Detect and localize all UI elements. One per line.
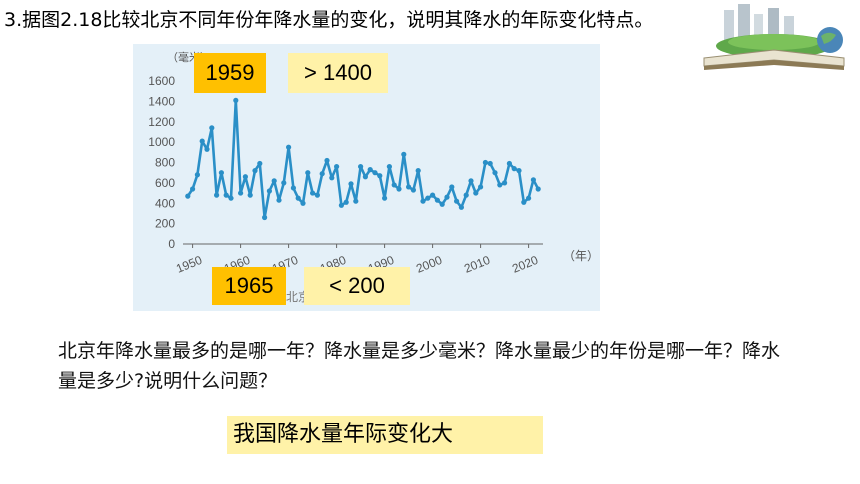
data-point [348,181,354,187]
y-tick-label: 1200 [148,115,175,129]
data-point [338,202,344,208]
data-point [386,163,392,170]
data-point [454,198,460,204]
data-point [487,160,493,167]
data-point [343,199,349,205]
data-point [362,174,368,180]
data-point [276,197,282,203]
question-title: 3.据图2.18比较北京不同年份年降水量的变化，说明其降水的年际变化特点。 [4,9,654,31]
data-point [415,168,421,174]
data-point [458,204,464,210]
data-point [511,166,517,172]
data-point [367,167,373,173]
y-tick-label: 800 [155,156,175,170]
data-point [444,194,450,200]
data-point [329,175,335,181]
data-point [516,168,522,174]
data-point [434,197,440,203]
x-tick-label: 2020 [510,253,540,276]
data-point [526,195,532,201]
max-year-tag: 1959 [194,53,266,93]
data-point [401,151,407,157]
data-point [247,192,253,198]
data-point [478,184,484,190]
data-point [185,193,191,199]
data-point [252,168,258,174]
data-point [535,186,541,192]
data-point [463,192,469,198]
data-point [286,144,292,150]
data-point [228,195,234,201]
data-point [334,163,340,170]
data-point [209,125,215,131]
answer-box: 我国降水量年际变化大 [227,416,543,454]
data-point [502,180,508,186]
data-point [310,190,316,196]
data-point [492,170,498,176]
data-point [324,157,330,164]
data-point [262,214,268,221]
max-value-tag: > 1400 [288,53,388,93]
data-point [266,188,272,194]
data-point [223,192,229,198]
data-point [319,171,325,177]
data-point [425,195,431,201]
precipitation-series-line [186,99,540,219]
min-value-tag: < 200 [304,267,410,305]
data-point [358,163,364,170]
data-point [396,186,402,192]
y-tick-label: 0 [168,237,175,251]
data-point [439,201,445,207]
data-point [353,198,359,204]
data-point [295,195,301,201]
data-point [218,170,224,176]
data-point [420,198,426,204]
data-point [468,178,474,184]
data-point [391,182,397,188]
y-tick-label: 1000 [148,135,175,149]
data-point [305,170,311,176]
x-tick-label: 1950 [174,253,204,276]
data-point [233,97,239,103]
x-axis-label: （年） [563,249,599,263]
x-tick-label: 2010 [462,253,492,276]
y-tick-label: 1400 [148,94,175,108]
data-point [290,185,296,191]
data-point [242,174,248,180]
data-point [506,160,512,167]
data-point [530,177,536,183]
data-point [194,172,200,178]
data-point [190,186,196,192]
data-point [204,146,210,152]
y-tick-label: 600 [155,176,175,190]
data-point [449,184,455,190]
data-point [300,200,306,206]
data-point [497,182,503,188]
data-point [377,173,383,179]
y-tick-label: 400 [155,196,175,210]
min-year-tag: 1965 [212,267,286,305]
data-point [214,192,220,198]
data-point [199,138,205,144]
y-tick-label: 200 [155,217,175,231]
data-point [238,190,244,196]
data-point [372,170,378,176]
question-text: 北京年降水量最多的是哪一年？降水量是多少毫米？降水量最少的年份是哪一年？降水量是… [58,340,781,392]
data-point [257,160,263,167]
data-point [314,192,320,198]
data-point [473,190,479,196]
data-point [281,180,287,186]
data-point [382,195,388,201]
data-point [271,178,277,184]
data-point [406,184,412,190]
data-point [430,192,436,198]
data-point [482,159,488,166]
y-tick-label: 1600 [148,74,175,88]
x-tick-label: 2000 [414,253,444,276]
data-point [521,199,527,205]
data-point [410,187,416,193]
book-city-icon [703,4,845,70]
